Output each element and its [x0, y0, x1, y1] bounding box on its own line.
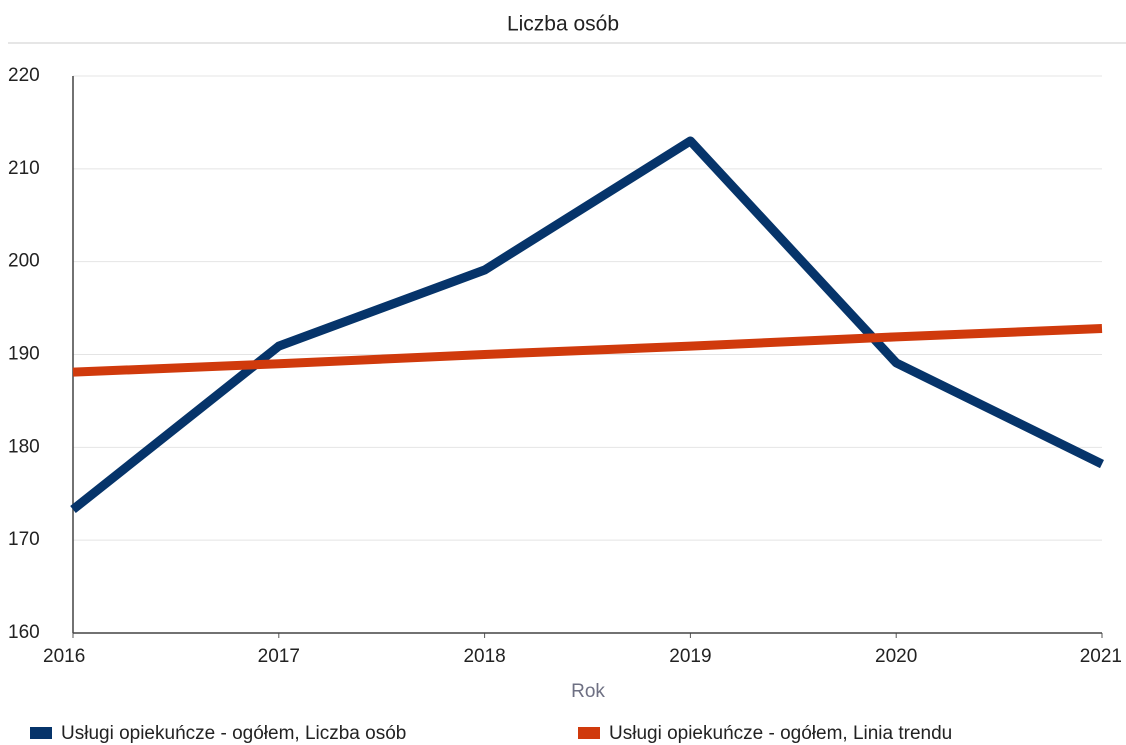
x-tick-label: 2017: [258, 646, 300, 667]
legend-swatch: [578, 727, 600, 739]
x-tick-label: 2020: [875, 646, 917, 667]
y-tick-label: 170: [8, 529, 40, 550]
legend-label: Usługi opiekuńcze - ogółem, Linia trendu: [609, 723, 952, 744]
x-tick-label: 2019: [669, 646, 711, 667]
x-tick-label: 2021: [1080, 646, 1122, 667]
y-tick-label: 190: [8, 344, 40, 365]
y-tick-label: 210: [8, 158, 40, 179]
legend-swatch: [30, 727, 52, 739]
legend-label: Usługi opiekuńcze - ogółem, Liczba osób: [61, 723, 406, 744]
x-axis-label: Rok: [571, 681, 605, 702]
line-series: [72, 324, 1103, 377]
y-tick-label: 160: [8, 622, 40, 643]
y-tick-label: 180: [8, 436, 40, 457]
line-series: [70, 136, 1104, 514]
y-tick-label: 220: [8, 65, 40, 86]
chart-title: Liczba osób: [507, 13, 619, 36]
x-tick-label: 2016: [43, 646, 85, 667]
y-tick-label: 200: [8, 251, 40, 272]
x-tick-label: 2018: [463, 646, 505, 667]
